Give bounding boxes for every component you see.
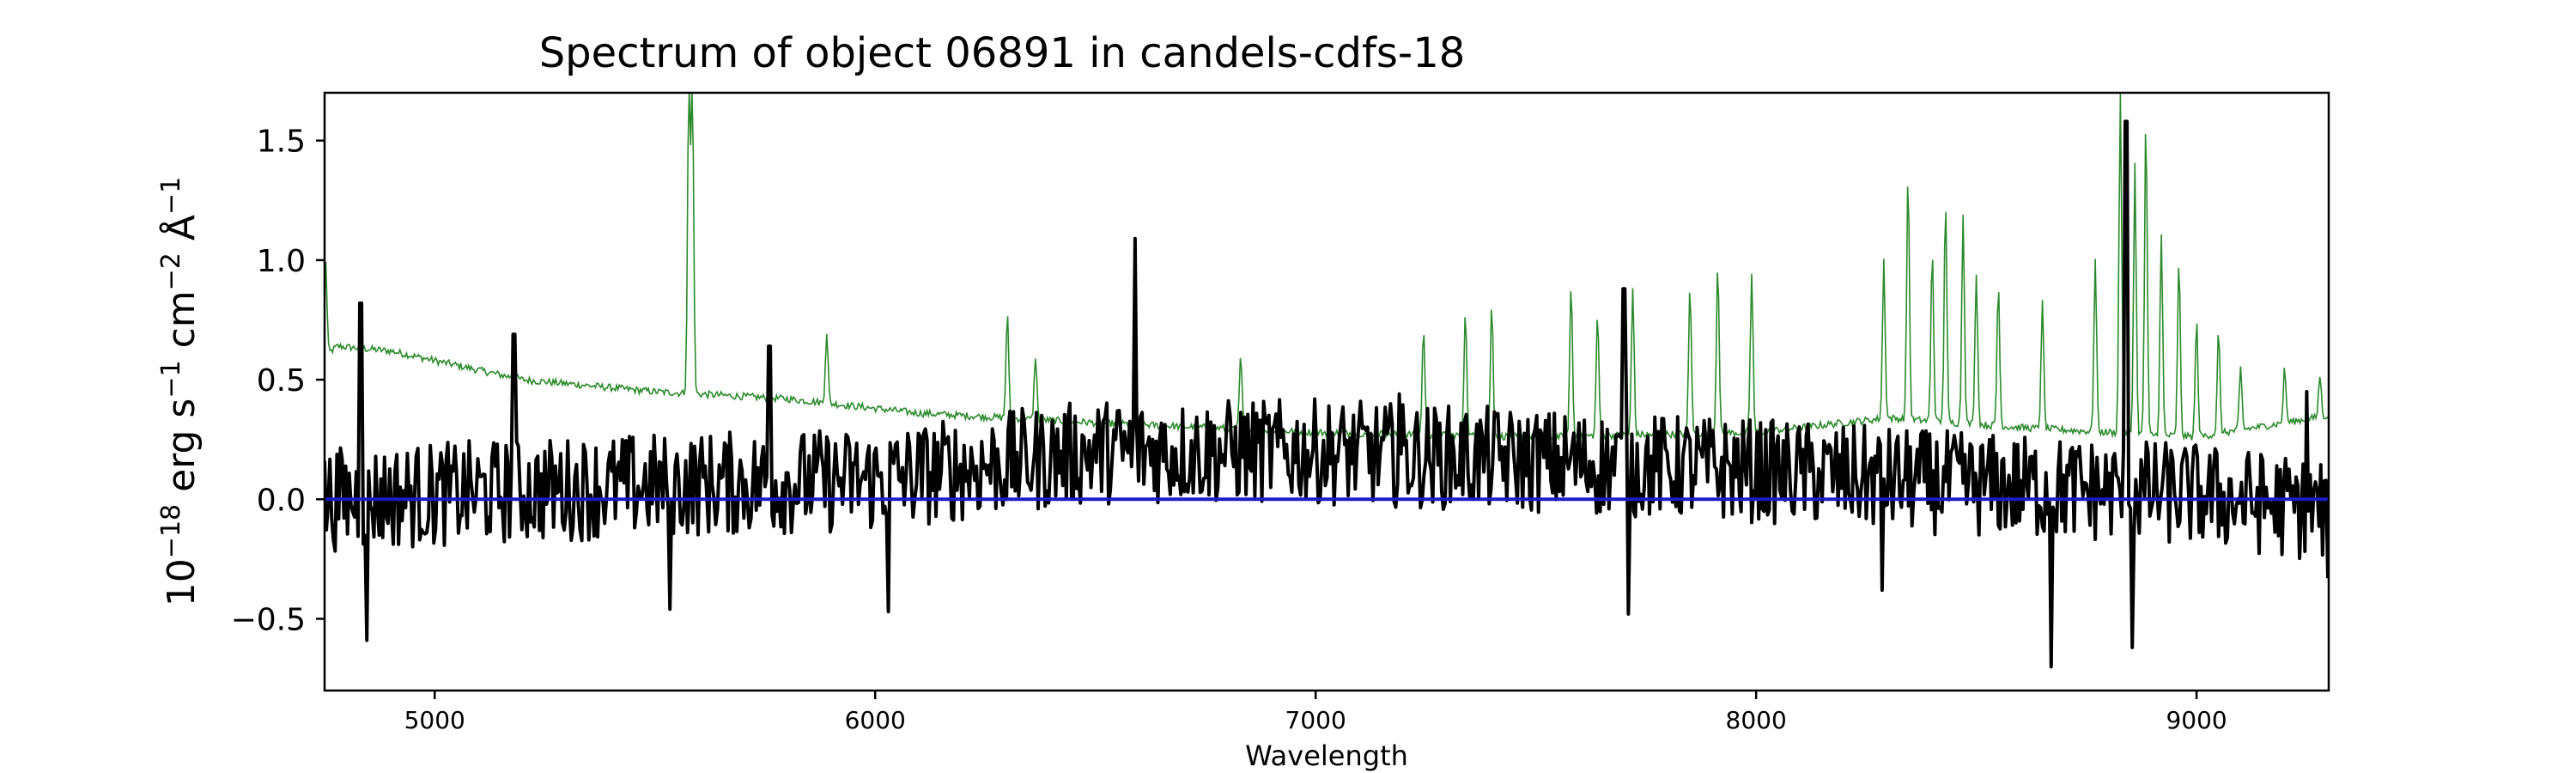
y-tick-label: −0.5 [231,602,306,637]
y-tick-label: 1.5 [257,125,306,160]
y-tick-label: 0.0 [257,483,306,518]
y-tick-label: 0.5 [257,363,306,399]
plot-area [325,93,2329,669]
x-tick-label: 9000 [2166,706,2227,734]
x-axis: 5000 6000 7000 8000 9000 [404,691,2227,734]
axes-frame [323,91,2330,692]
x-axis-label: Wavelength [1245,740,1408,772]
x-tick-label: 5000 [404,706,465,734]
sky-model-line [325,93,2329,443]
chart-title: Spectrum of object 06891 in candels-cdfs… [539,29,1466,77]
y-axis-label: 10−18 erg s−1 cm−2 Å−1 [156,177,204,606]
x-tick-label: 7000 [1285,706,1346,734]
flux-line [325,119,2329,669]
y-tick-label: 1.0 [257,244,306,279]
x-tick-label: 8000 [1726,706,1787,734]
y-axis: −0.5 0.0 0.5 1.0 1.5 [231,125,325,637]
x-tick-label: 6000 [845,706,906,734]
